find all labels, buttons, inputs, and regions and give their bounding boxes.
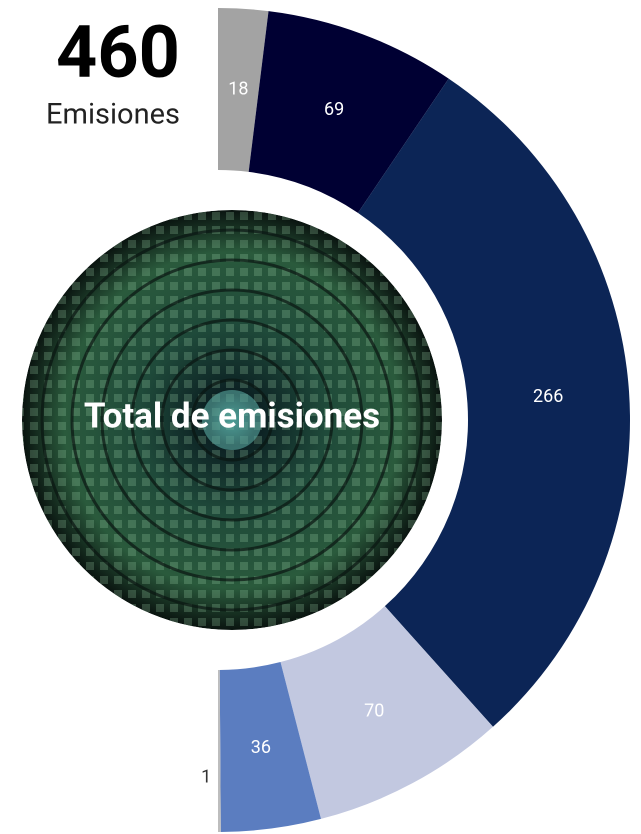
total-label: Emisiones xyxy=(46,98,180,132)
value-label: 69 xyxy=(324,99,344,120)
segment xyxy=(218,669,221,832)
segment xyxy=(280,606,493,819)
total-value: 460 xyxy=(56,10,180,95)
value-label: 1 xyxy=(201,767,211,788)
value-label: 36 xyxy=(251,737,271,758)
segment xyxy=(357,78,631,727)
center-image xyxy=(22,210,442,630)
value-label: 18 xyxy=(228,78,248,99)
center-label: Total de emisiones xyxy=(84,395,380,436)
segment xyxy=(219,662,322,832)
value-label: 266 xyxy=(533,386,563,407)
value-label: 70 xyxy=(364,701,384,722)
segment xyxy=(248,11,449,213)
segment xyxy=(218,8,269,172)
